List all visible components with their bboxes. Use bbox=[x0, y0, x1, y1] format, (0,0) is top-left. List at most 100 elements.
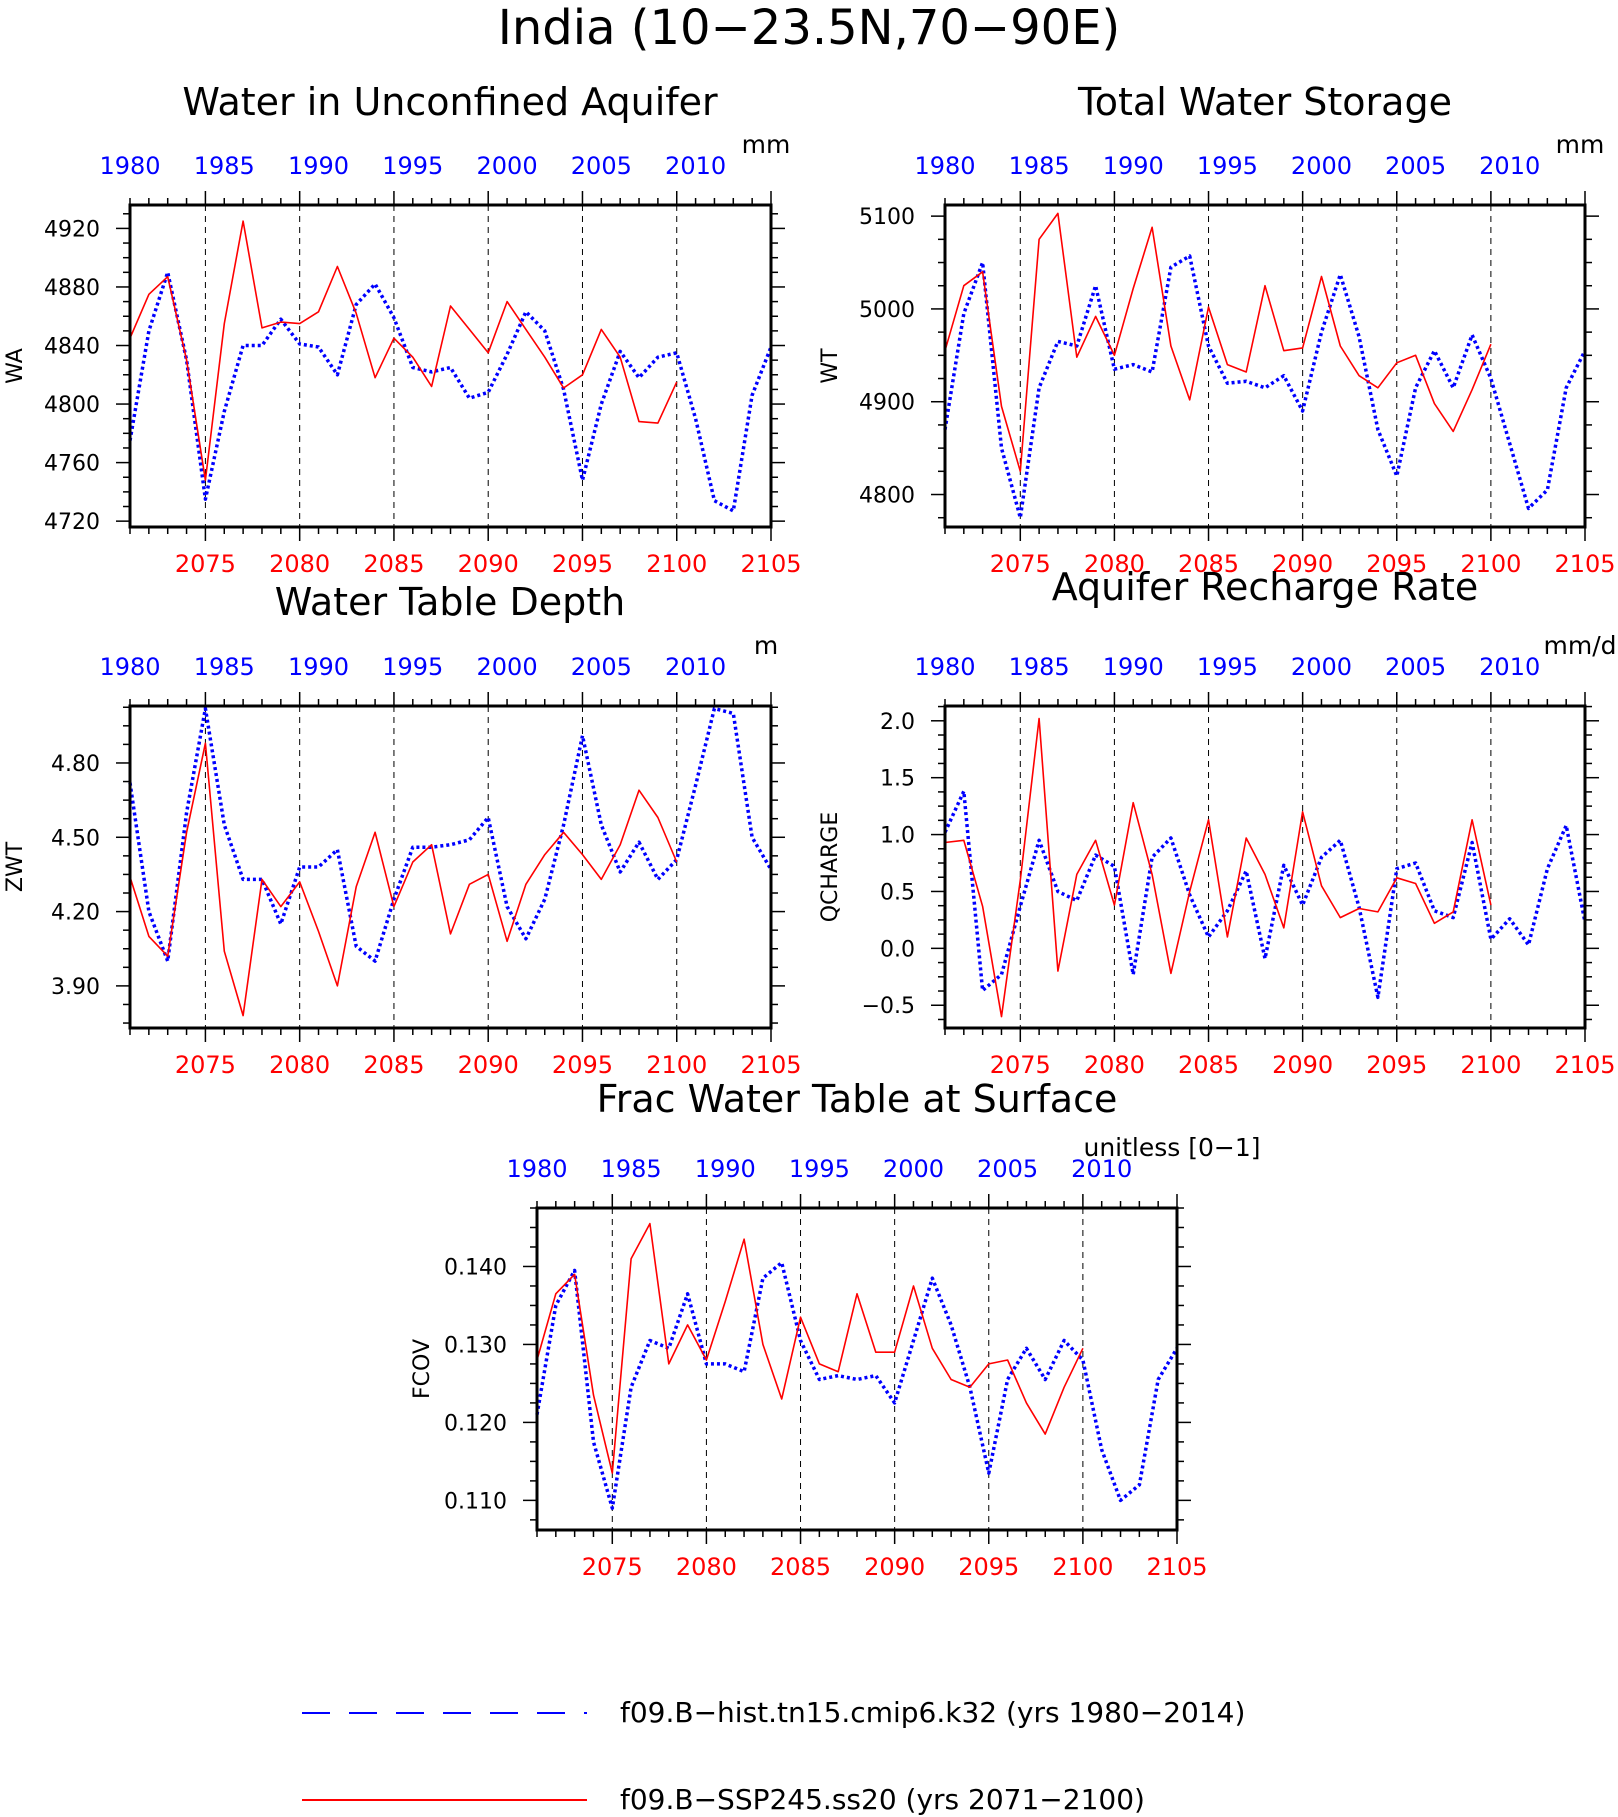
x-top-tick-label: 2005 bbox=[977, 1155, 1038, 1183]
x-top-tick-label: 1990 bbox=[1103, 653, 1164, 681]
panel-title: Water in Unconfined Aquifer bbox=[182, 80, 718, 124]
x-bottom-tick-label: 2085 bbox=[363, 1051, 424, 1079]
x-bottom-tick-label: 2095 bbox=[1366, 1051, 1427, 1079]
y-tick-label: 4.80 bbox=[51, 752, 100, 777]
x-top-tick-label: 1980 bbox=[99, 653, 160, 681]
x-top-tick-label: 1995 bbox=[1197, 152, 1258, 180]
panel-title: Aquifer Recharge Rate bbox=[1052, 565, 1479, 609]
x-top-tick-label: 2000 bbox=[477, 152, 538, 180]
series-ssp-line bbox=[944, 717, 1492, 1018]
plot-frame bbox=[943, 203, 1587, 529]
y-tick-label: 4.50 bbox=[51, 826, 100, 851]
y-axis-label: FCOV bbox=[410, 1339, 435, 1399]
x-top-tick-label: 1990 bbox=[1103, 152, 1164, 180]
x-top-tick-label: 1990 bbox=[288, 653, 349, 681]
x-bottom-tick-label: 2080 bbox=[676, 1553, 737, 1581]
y-tick-label: 0.120 bbox=[444, 1411, 507, 1436]
series-hist-line bbox=[943, 254, 1587, 520]
series-hist-line bbox=[128, 706, 773, 963]
y-tick-label: 5100 bbox=[859, 205, 915, 230]
x-top-tick-label: 2000 bbox=[883, 1155, 944, 1183]
panel-title: Frac Water Table at Surface bbox=[597, 1077, 1118, 1121]
x-top-tick-label: 1985 bbox=[1009, 653, 1070, 681]
x-bottom-tick-label: 2090 bbox=[458, 1051, 519, 1079]
x-bottom-tick-label: 2100 bbox=[646, 550, 707, 578]
series-hist-line bbox=[535, 1260, 1179, 1510]
panel-title: Water Table Depth bbox=[275, 580, 626, 624]
x-top-tick-label: 1980 bbox=[914, 653, 975, 681]
x-top-tick-label: 1980 bbox=[99, 152, 160, 180]
x-top-tick-label: 2010 bbox=[665, 152, 726, 180]
x-top-tick-label: 2005 bbox=[1385, 152, 1446, 180]
y-tick-label: 5000 bbox=[859, 298, 915, 323]
x-bottom-tick-label: 2095 bbox=[552, 1051, 613, 1079]
y-tick-label: −0.5 bbox=[862, 994, 915, 1019]
x-bottom-tick-label: 2075 bbox=[175, 1051, 236, 1079]
units-label: mm/d bbox=[1544, 631, 1617, 660]
plot-frame bbox=[535, 1206, 1179, 1532]
x-bottom-tick-label: 2080 bbox=[1084, 1051, 1145, 1079]
panels: Water in Unconfined Aquifer mm WA 2075 2080 2… bbox=[3, 80, 1617, 1581]
series-ssp-line bbox=[944, 212, 1492, 473]
x-top-tick-label: 2005 bbox=[571, 653, 632, 681]
chart-panel-4: Aquifer Recharge Rate mm/d QCHARGE 2075 2080… bbox=[818, 565, 1617, 1079]
x-bottom-tick-label: 2085 bbox=[1178, 550, 1239, 578]
x-top-tick-label: 1995 bbox=[382, 152, 443, 180]
y-tick-label: 0.0 bbox=[880, 937, 915, 962]
x-bottom-tick-label: 2085 bbox=[1178, 1051, 1239, 1079]
y-tick-label: 4920 bbox=[44, 217, 100, 242]
x-top-tick-label: 1980 bbox=[506, 1155, 567, 1183]
x-bottom-tick-label: 2075 bbox=[990, 550, 1051, 578]
x-top-tick-label: 1995 bbox=[789, 1155, 850, 1183]
x-bottom-tick-label: 2080 bbox=[269, 550, 330, 578]
y-tick-label: 4800 bbox=[44, 393, 100, 418]
x-bottom-tick-label: 2100 bbox=[1460, 550, 1521, 578]
x-bottom-tick-label: 2095 bbox=[958, 1553, 1019, 1581]
x-bottom-tick-label: 2075 bbox=[990, 1051, 1051, 1079]
x-bottom-tick-label: 2075 bbox=[582, 1553, 643, 1581]
units-label: mm bbox=[742, 130, 791, 159]
chart-panel-2: Total Water Storage mm WT 2075 2080 2085 2090 2… bbox=[818, 80, 1616, 578]
series-ssp-line bbox=[536, 1222, 1084, 1474]
x-top-tick-label: 2000 bbox=[477, 653, 538, 681]
x-bottom-tick-label: 2105 bbox=[1146, 1553, 1207, 1581]
y-tick-label: 4800 bbox=[859, 484, 915, 509]
x-bottom-tick-label: 2080 bbox=[1084, 550, 1145, 578]
y-axis-label: QCHARGE bbox=[818, 812, 843, 923]
y-tick-label: 1.5 bbox=[880, 767, 915, 792]
y-tick-label: 3.90 bbox=[51, 975, 100, 1000]
x-top-tick-label: 1985 bbox=[601, 1155, 662, 1183]
y-tick-label: 0.140 bbox=[444, 1255, 507, 1280]
x-top-tick-label: 2010 bbox=[665, 653, 726, 681]
legend-ssp-label: f09.B−SSP245.ss20 (yrs 2071−2100) bbox=[620, 1783, 1145, 1816]
x-bottom-tick-label: 2100 bbox=[1460, 1051, 1521, 1079]
chart-panel-3: Water Table Depth m ZWT 2075 2080 2085 2090 209… bbox=[3, 580, 802, 1079]
x-top-tick-label: 1995 bbox=[382, 653, 443, 681]
x-bottom-tick-label: 2105 bbox=[740, 1051, 801, 1079]
series-hist-line bbox=[128, 270, 773, 513]
y-tick-label: 4720 bbox=[44, 510, 100, 535]
y-tick-label: 4900 bbox=[859, 391, 915, 416]
y-axis-label: ZWT bbox=[3, 841, 28, 892]
x-bottom-tick-label: 2100 bbox=[646, 1051, 707, 1079]
x-bottom-tick-label: 2080 bbox=[269, 1051, 330, 1079]
y-tick-label: 0.110 bbox=[444, 1489, 507, 1514]
units-label: unitless [0−1] bbox=[1083, 1133, 1260, 1162]
series-hist-line bbox=[943, 789, 1587, 1000]
x-top-tick-label: 1990 bbox=[288, 152, 349, 180]
x-bottom-tick-label: 2100 bbox=[1052, 1553, 1113, 1581]
x-bottom-tick-label: 2105 bbox=[1554, 1051, 1615, 1079]
y-tick-label: 4760 bbox=[44, 452, 100, 477]
y-tick-label: 0.130 bbox=[444, 1333, 507, 1358]
y-tick-label: 4840 bbox=[44, 335, 100, 360]
x-top-tick-label: 1990 bbox=[695, 1155, 756, 1183]
x-top-tick-label: 2010 bbox=[1071, 1155, 1132, 1183]
x-top-tick-label: 2005 bbox=[571, 152, 632, 180]
y-tick-label: 2.0 bbox=[880, 710, 915, 735]
x-top-tick-label: 2010 bbox=[1479, 152, 1540, 180]
chart-panel-5: Frac Water Table at Surface unitless [0−1… bbox=[410, 1077, 1261, 1581]
x-bottom-tick-label: 2090 bbox=[1272, 1051, 1333, 1079]
units-label: m bbox=[754, 631, 778, 660]
y-tick-label: 0.5 bbox=[880, 880, 915, 905]
x-top-tick-label: 2010 bbox=[1479, 653, 1540, 681]
